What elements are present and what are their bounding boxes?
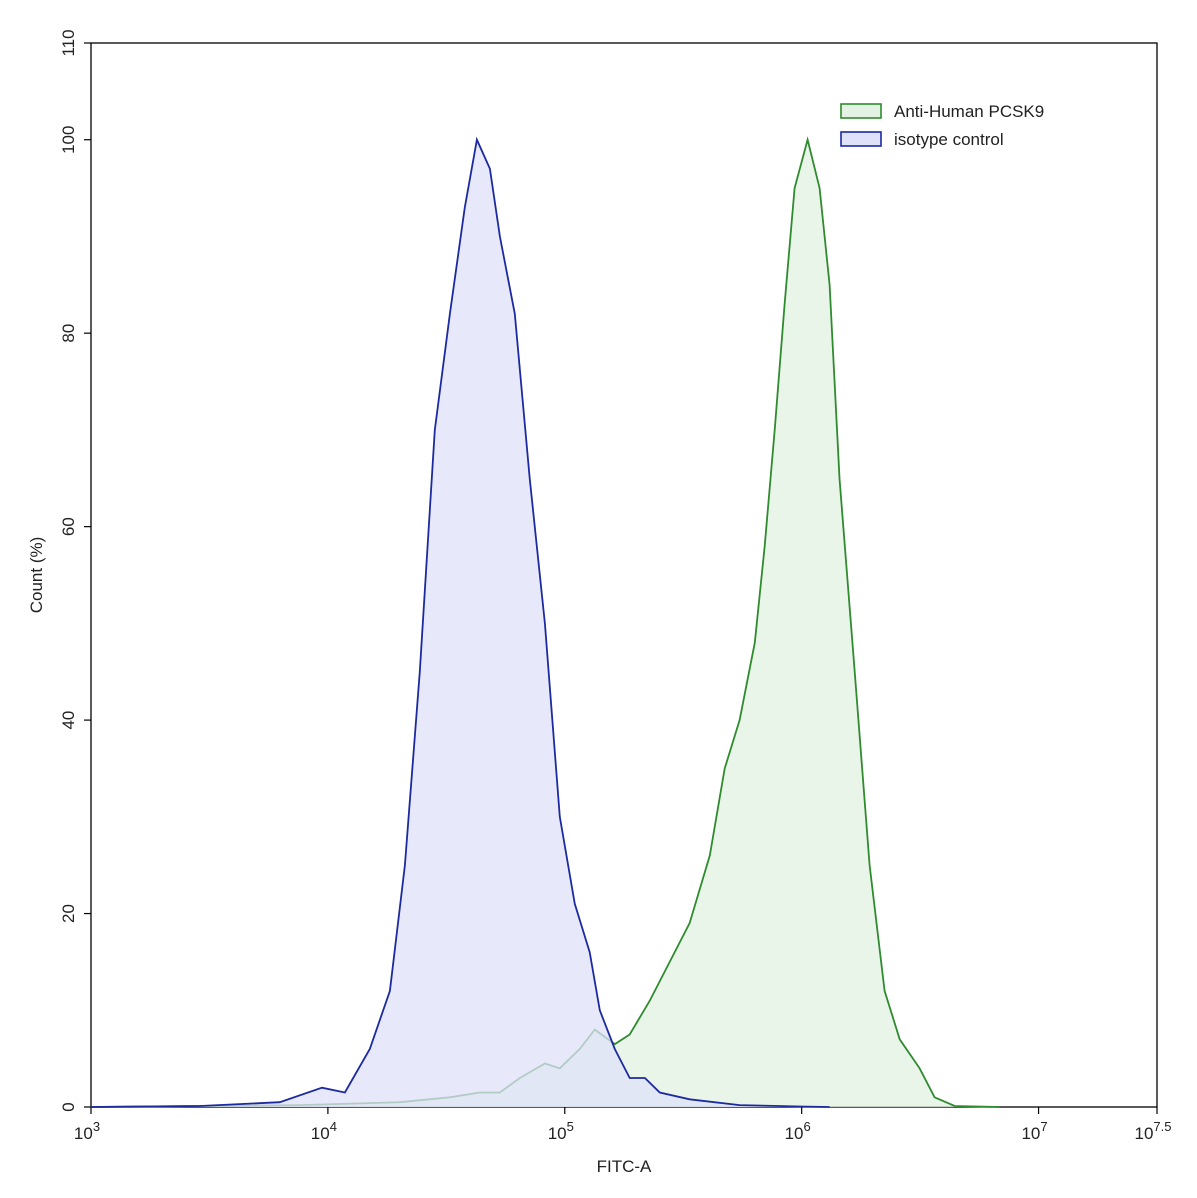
x-tick-base: 10 xyxy=(1021,1124,1040,1143)
y-tick-label: 40 xyxy=(59,711,78,730)
x-tick-base: 10 xyxy=(74,1124,93,1143)
x-tick-base: 10 xyxy=(311,1124,330,1143)
x-tick-exponent: 7 xyxy=(1040,1119,1047,1134)
x-tick-label: 107.5 xyxy=(1135,1119,1172,1143)
area-fill xyxy=(91,139,1000,1107)
x-tick-label: 107 xyxy=(1021,1119,1047,1143)
area-fill xyxy=(91,139,830,1107)
area-line xyxy=(90,136,830,1108)
x-tick-exponent: 4 xyxy=(330,1119,337,1134)
x-tick-label: 105 xyxy=(548,1119,574,1143)
y-tick-label: 60 xyxy=(59,517,78,536)
x-axis-title: FITC-A xyxy=(597,1157,652,1176)
x-tick-exponent: 5 xyxy=(567,1119,574,1134)
y-tick-label: 110 xyxy=(59,29,78,56)
x-tick-base: 10 xyxy=(1135,1124,1154,1143)
y-axis-title: Count (%) xyxy=(27,537,46,614)
x-tick-base: 10 xyxy=(785,1124,804,1143)
y-tick-label: 20 xyxy=(59,904,78,923)
legend-swatch xyxy=(840,131,882,147)
y-tick-label: 80 xyxy=(59,324,78,343)
x-tick-label: 106 xyxy=(785,1119,811,1143)
y-tick-label: 100 xyxy=(59,126,78,154)
legend-label: isotype control xyxy=(894,130,1004,149)
x-tick-label: 104 xyxy=(311,1119,337,1143)
plot-frame xyxy=(90,42,1158,1108)
legend-swatch xyxy=(840,103,882,119)
x-tick-label: 103 xyxy=(74,1119,100,1143)
x-tick-exponent: 3 xyxy=(93,1119,100,1134)
x-tick-base: 10 xyxy=(548,1124,567,1143)
y-tick-label: 0 xyxy=(59,1102,78,1111)
x-tick-exponent: 6 xyxy=(804,1119,811,1134)
x-tick-exponent: 7.5 xyxy=(1153,1119,1171,1134)
legend-label: Anti-Human PCSK9 xyxy=(894,102,1044,121)
